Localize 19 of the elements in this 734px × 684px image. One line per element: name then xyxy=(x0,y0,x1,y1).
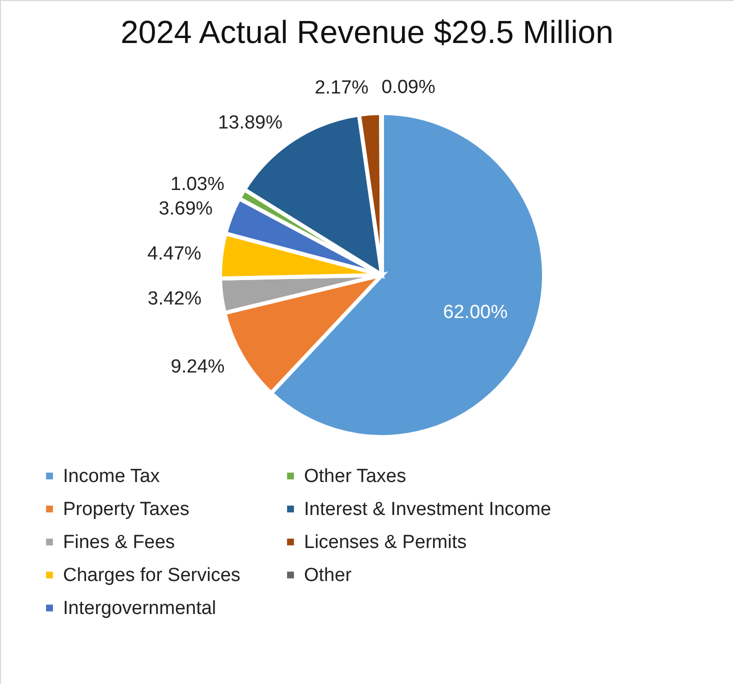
data-label: 62.00% xyxy=(443,302,508,323)
data-label: 4.47% xyxy=(147,243,202,264)
legend-label: Charges for Services xyxy=(63,565,240,586)
data-label: 13.89% xyxy=(218,112,283,134)
data-label: 0.09% xyxy=(381,77,436,98)
chart-title: 2024 Actual Revenue $29.5 Million xyxy=(120,14,614,50)
data-label: 2.17% xyxy=(314,77,369,98)
legend-label: Fines & Fees xyxy=(63,532,175,553)
data-label: 9.24% xyxy=(170,356,225,378)
legend-label: Other xyxy=(304,565,352,586)
legend-label: Interest & Investment Income xyxy=(304,499,552,520)
legend-label: Intergovernmental xyxy=(63,598,216,619)
legend-label: Licenses & Permits xyxy=(304,532,467,553)
data-label: 3.42% xyxy=(148,288,202,310)
legend-label: Other Taxes xyxy=(304,466,406,487)
data-label: 1.03% xyxy=(170,174,224,195)
legend-label: Property Taxes xyxy=(63,499,190,520)
data-label: 3.69% xyxy=(158,198,213,220)
legend-label: Income Tax xyxy=(63,466,160,487)
